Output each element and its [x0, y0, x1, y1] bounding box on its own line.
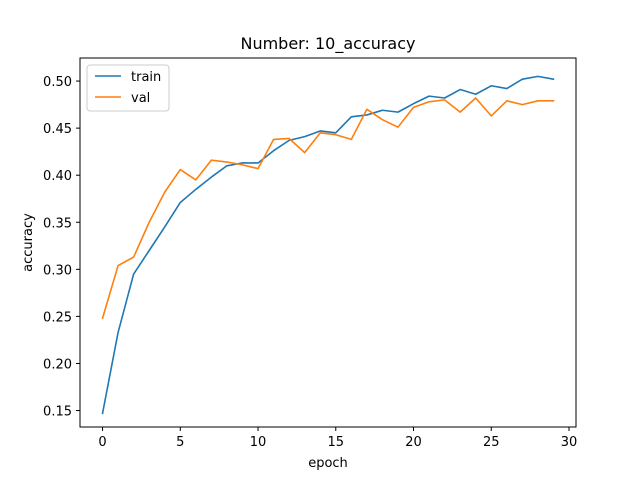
- x-axis: 0 5 10 15 20 25 30: [98, 427, 577, 450]
- x-tick-label: 15: [328, 435, 345, 450]
- legend-label-train: train: [131, 70, 161, 85]
- x-tick-label: 30: [561, 435, 578, 450]
- y-tick-label: 0.20: [43, 357, 72, 372]
- y-tick-label: 0.25: [43, 310, 72, 325]
- y-tick-label: 0.50: [43, 75, 72, 90]
- y-axis-label: accuracy: [21, 213, 36, 272]
- y-tick-label: 0.45: [43, 122, 72, 137]
- y-tick-label: 0.40: [43, 169, 72, 184]
- x-tick-label: 25: [483, 435, 500, 450]
- series-line-train: [101, 75, 555, 415]
- chart-title: Number: 10_accuracy: [240, 34, 415, 54]
- plot-frame: [79, 57, 577, 428]
- y-tick-label: 0.30: [43, 263, 72, 278]
- x-tick-label: 10: [250, 435, 267, 450]
- legend: train val: [86, 64, 170, 112]
- y-axis: 0.15 0.20 0.25 0.30 0.35 0.40 0.45 0.50: [43, 75, 80, 420]
- x-tick-label: 0: [98, 435, 106, 450]
- x-tick-label: 5: [176, 435, 184, 450]
- y-tick-label: 0.15: [43, 405, 72, 420]
- x-axis-label: epoch: [308, 456, 348, 471]
- y-tick-label: 0.35: [43, 216, 72, 231]
- x-tick-label: 20: [405, 435, 422, 450]
- series-line-val: [101, 97, 555, 320]
- legend-label-val: val: [131, 91, 150, 106]
- series-layer: [101, 75, 555, 415]
